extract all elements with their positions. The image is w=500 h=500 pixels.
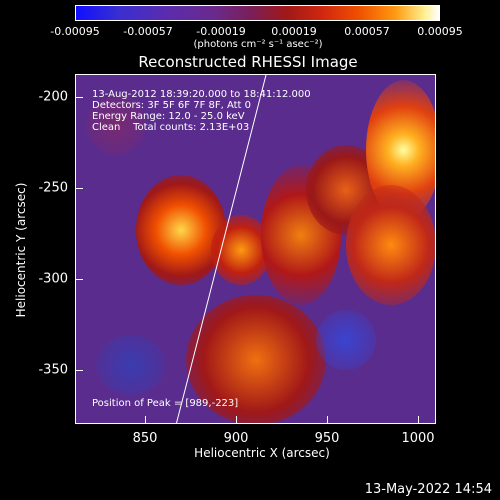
x-tick-mark bbox=[145, 416, 146, 424]
info-peak: Position of Peak = [989,-223] bbox=[92, 398, 239, 409]
info-detectors: Detectors: 3F 5F 6F 7F 8F, Att 0 bbox=[92, 100, 252, 111]
x-tick-label: 900 bbox=[223, 431, 249, 446]
colorbar-tick: -0.00019 bbox=[196, 25, 246, 38]
info-time: 13-Aug-2012 18:39:20.000 to 18:41:12.000 bbox=[92, 89, 311, 100]
emission-blob bbox=[346, 185, 435, 305]
info-clean: Clean Total counts: 2.13E+03 bbox=[92, 122, 250, 133]
colorbar-tick: 0.00095 bbox=[417, 25, 463, 38]
colorbar-unit: (photons cm⁻² s⁻¹ asec⁻²) bbox=[193, 39, 323, 50]
colorbar bbox=[75, 5, 440, 21]
x-tick-mark bbox=[236, 416, 237, 424]
emission-blob bbox=[86, 95, 146, 155]
plot-title: Reconstructed RHESSI Image bbox=[138, 53, 358, 71]
y-axis-label: Heliocentric Y (arcsec) bbox=[14, 182, 28, 318]
y-tick-mark bbox=[75, 97, 83, 98]
y-tick-label: -350 bbox=[38, 362, 68, 378]
colorbar-tick: 0.00019 bbox=[271, 25, 317, 38]
rhessi-image[interactable]: 13-Aug-2012 18:39:20.000 to 18:41:12.000… bbox=[75, 74, 436, 424]
info-energy: Energy Range: 12.0 - 25.0 keV bbox=[92, 111, 245, 122]
colorbar-tick: 0.00057 bbox=[344, 25, 390, 38]
y-tick-label: -250 bbox=[38, 180, 68, 196]
x-tick-mark bbox=[418, 416, 419, 424]
y-tick-mark bbox=[75, 370, 83, 371]
x-tick-label: 850 bbox=[132, 431, 158, 446]
emission-blob bbox=[136, 175, 226, 285]
emission-blob bbox=[96, 335, 166, 395]
colorbar-tick: -0.00095 bbox=[50, 25, 100, 38]
y-tick-label: -300 bbox=[38, 271, 68, 287]
limb-line bbox=[175, 75, 267, 423]
y-tick-mark bbox=[75, 188, 83, 189]
x-tick-mark bbox=[327, 416, 328, 424]
emission-blob bbox=[316, 310, 376, 370]
emission-blob bbox=[186, 295, 326, 423]
y-tick-mark bbox=[75, 279, 83, 280]
render-timestamp: 13-May-2022 14:54 bbox=[364, 482, 492, 497]
y-tick-label: -200 bbox=[38, 89, 68, 105]
x-tick-label: 1000 bbox=[401, 431, 435, 446]
x-tick-label: 950 bbox=[314, 431, 340, 446]
x-axis-label: Heliocentric X (arcsec) bbox=[194, 446, 330, 460]
colorbar-tick: -0.00057 bbox=[123, 25, 173, 38]
